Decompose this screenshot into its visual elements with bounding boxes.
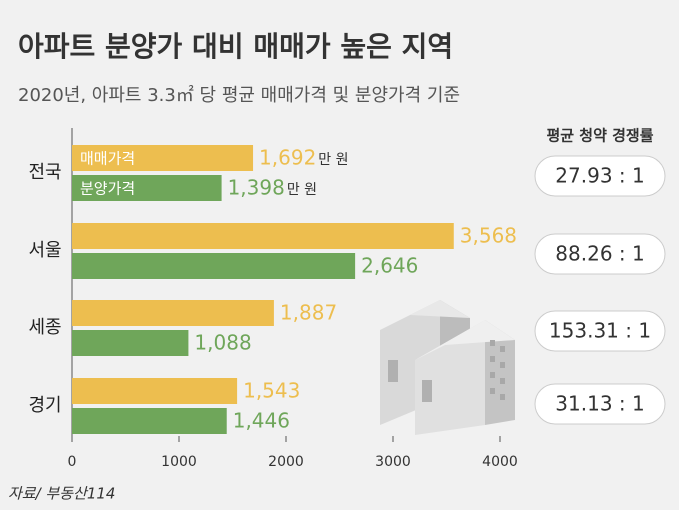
- x-tick-label: 4000: [482, 454, 518, 470]
- ratio-label: 88.26 : 1: [555, 242, 644, 266]
- ratio-badge: [534, 233, 666, 275]
- x-tick-label: 2000: [268, 454, 304, 470]
- bar: [72, 175, 222, 201]
- bar: [72, 223, 454, 249]
- legend-label: 매매가격: [80, 150, 135, 168]
- ratio-label: 27.93 : 1: [555, 164, 644, 188]
- legend-label: 분양가격: [80, 180, 135, 198]
- x-tick-label: 1000: [161, 454, 197, 470]
- ratio-label: 153.31 : 1: [549, 319, 651, 343]
- x-tick-label: 0: [68, 454, 77, 470]
- unit-label: 만 원: [287, 182, 317, 198]
- value-label: 1,088: [194, 331, 251, 355]
- value-label: 1,543: [243, 379, 300, 403]
- value-label: 2,646: [361, 254, 418, 278]
- value-label: 3,568: [460, 224, 517, 248]
- unit-label: 만 원: [318, 152, 348, 168]
- category-label: 서울: [28, 240, 61, 261]
- source: 자료/ 부동산114: [8, 485, 115, 503]
- ratio-badge: [534, 383, 666, 425]
- ratio-badge: [534, 310, 666, 352]
- category-label: 세종: [28, 317, 61, 338]
- bar: [72, 330, 189, 356]
- value-label: 1,446: [233, 409, 290, 433]
- chart-subtitle: 2020년, 아파트 3.3㎡ 당 평균 매매가격 및 분양가격 기준: [18, 84, 460, 106]
- bar: [72, 408, 227, 434]
- value-label: 1,692: [259, 146, 316, 170]
- ratio-badge: [534, 155, 666, 197]
- x-tick-label: 3000: [375, 454, 411, 470]
- bar: [72, 253, 356, 279]
- side-title: 평균 청약 경쟁률: [546, 127, 653, 145]
- value-label: 1,398: [228, 176, 285, 200]
- bar: [72, 145, 254, 171]
- category-label: 전국: [28, 162, 61, 183]
- bar: [72, 378, 238, 404]
- value-label: 1,887: [280, 301, 337, 325]
- chart-title: 아파트 분양가 대비 매매가 높은 지역: [18, 30, 453, 63]
- category-label: 경기: [28, 395, 61, 416]
- ratio-label: 31.13 : 1: [555, 392, 644, 416]
- bar: [72, 300, 274, 326]
- building-illustration: [380, 300, 515, 435]
